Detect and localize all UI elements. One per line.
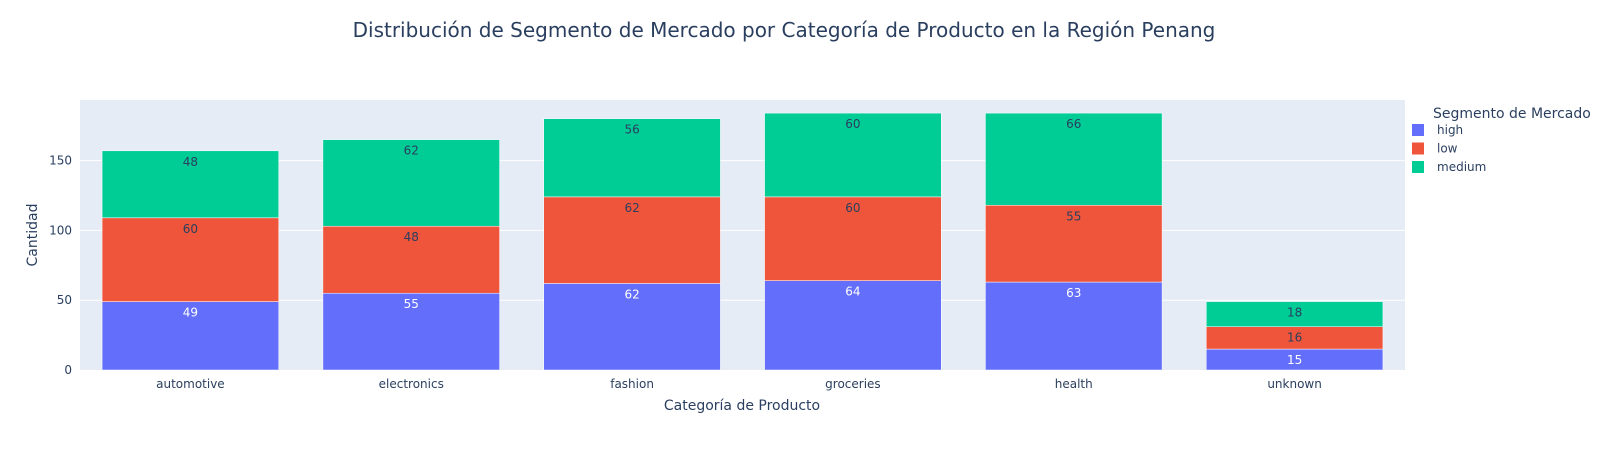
chart-title: Distribución de Segmento de Mercado por … [353,18,1216,42]
bar-low [764,196,942,281]
y-tick-labels: 0 50 100 150 [49,154,72,377]
bar-low [985,205,1163,283]
legend: Segmento de Mercado high low medium [1412,106,1591,174]
bar-high [543,283,721,371]
y-tick-label: 0 [64,363,72,377]
bar-value-label: 60 [845,201,860,215]
plot-area [80,100,1405,370]
bar-value-label: 48 [183,155,198,169]
legend-swatch [1412,142,1424,155]
grid-lines [80,160,1405,301]
legend-label: medium [1437,160,1486,174]
bar-value-label: 15 [1287,353,1302,367]
x-tick-label: electronics [379,377,444,391]
x-axis-title: Categoría de Producto [664,398,820,414]
x-tick-label: health [1055,377,1093,391]
bar-value-label: 60 [845,117,860,131]
bar-medium [985,112,1163,206]
bar-value-label: 55 [1066,209,1081,223]
bar-high [764,280,942,371]
bars [101,112,1384,371]
x-tick-label: fashion [610,377,654,391]
bar-value-label: 62 [624,201,639,215]
bar-value-label: 63 [1066,286,1081,300]
legend-swatch [1412,124,1424,136]
bar-medium [101,150,280,219]
bar-medium [543,118,721,198]
x-tick-labels: automotive electronics fashion groceries hea… [156,377,1322,391]
bar-value-label: 16 [1287,331,1302,345]
bar-value-label: 18 [1287,306,1302,320]
bar-value-label: 55 [404,297,419,311]
legend-title: Segmento de Mercado [1433,106,1591,122]
y-tick-label: 100 [49,223,72,237]
y-axis-title: Cantidad [25,204,41,267]
bar-medium [1206,301,1384,327]
legend-label: high [1437,123,1463,137]
x-tick-label: unknown [1267,377,1322,391]
y-tick-label: 50 [57,293,72,307]
bar-high [985,281,1163,371]
bar-medium [322,139,500,227]
legend-label: low [1437,142,1458,156]
bar-low [322,225,500,294]
bar-value-label: 62 [404,144,419,158]
bar-value-label: 64 [845,285,860,299]
bar-low [101,217,280,302]
bar-value-label: 48 [404,230,419,244]
bar-value-label: 49 [183,306,198,320]
x-tick-label: groceries [825,377,881,391]
bar-value-label: 60 [183,222,198,236]
bar-high [101,301,280,371]
y-tick-label: 150 [49,154,72,168]
bar-value-label: 56 [624,123,639,137]
bar-value-label: 62 [624,287,639,301]
bar-labels: 49 60 48 55 48 62 62 62 56 64 60 60 63 55 66 15 16 18 [183,117,1302,367]
legend-swatch [1412,161,1424,173]
bar-medium [764,112,942,198]
bar-low [543,196,721,284]
x-tick-label: automotive [156,377,225,391]
bar-value-label: 66 [1066,117,1081,131]
